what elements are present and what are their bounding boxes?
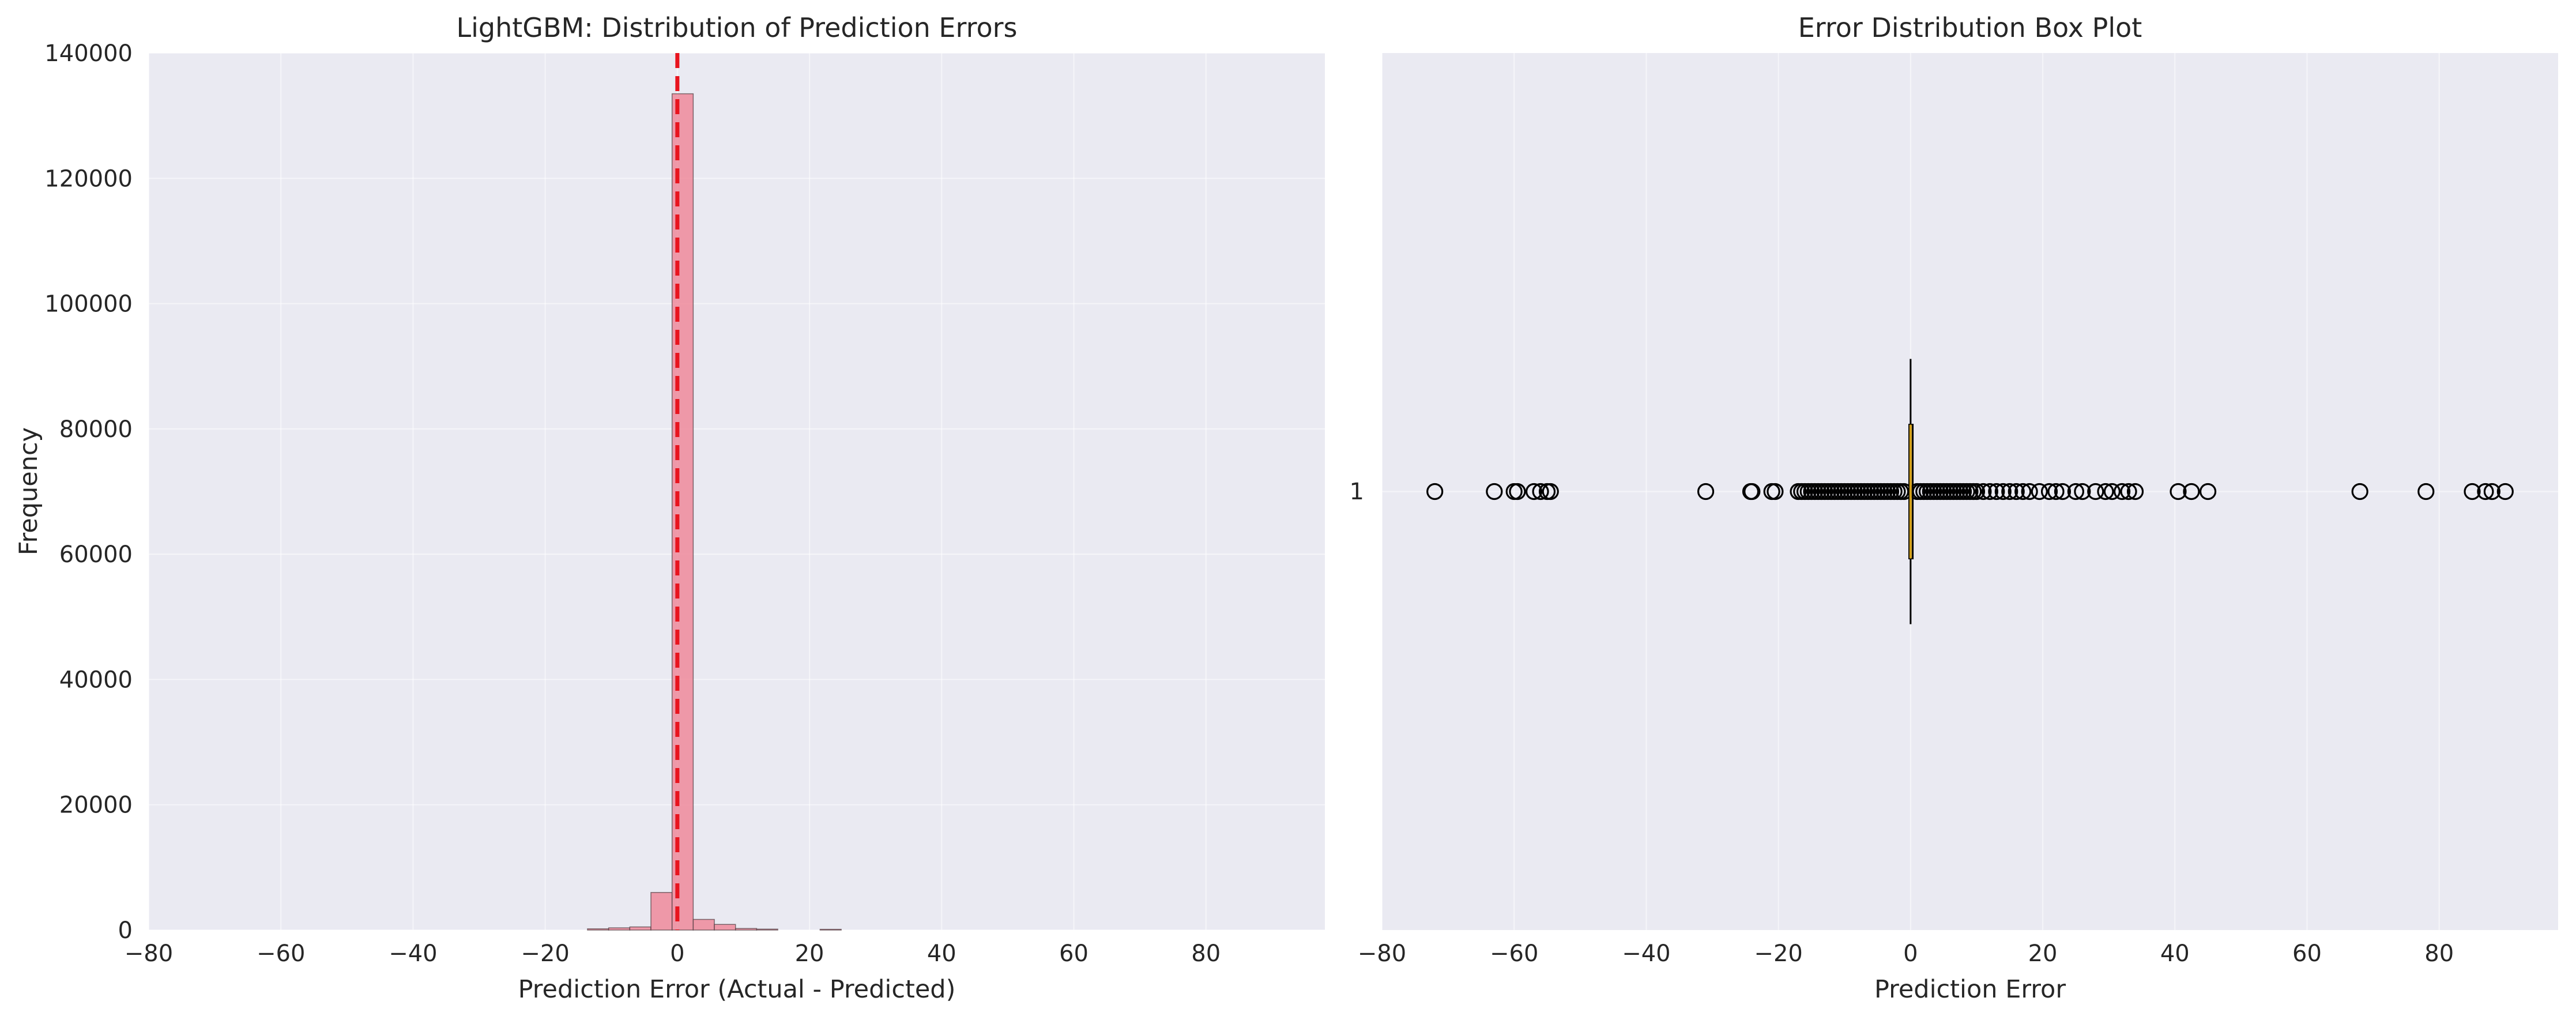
histogram-bar — [608, 927, 631, 931]
outlier-point — [1542, 483, 1559, 500]
histogram-bar — [671, 93, 694, 931]
outlier-point — [1697, 483, 1715, 500]
boxplot-x-tick-label: 0 — [1903, 940, 1918, 967]
outlier-point — [2087, 483, 2104, 500]
outlier-point — [2183, 483, 2200, 500]
histogram-y-tick-label: 40000 — [59, 667, 133, 693]
histogram-x-tick-label: 20 — [795, 940, 824, 967]
histogram-bar — [587, 928, 609, 931]
histogram-x-tick-label: −60 — [257, 940, 305, 967]
boxplot-x-ticks: −80 −60 −40 −20 0 20 40 60 80 — [1358, 940, 2454, 967]
boxplot-x-tick-label: −40 — [1622, 940, 1670, 967]
outlier-point — [1486, 483, 1503, 500]
outlier-point — [1975, 483, 1992, 500]
outlier-point — [2021, 483, 2038, 500]
outlier-point — [1509, 483, 1526, 500]
outlier-point — [1994, 483, 2012, 500]
outlier-point — [1743, 483, 1761, 500]
outlier-point — [2483, 483, 2500, 500]
histogram-x-tick-label: 60 — [1059, 940, 1089, 967]
outlier-point — [1968, 483, 1986, 500]
histogram-y-label: Frequency — [14, 427, 43, 555]
outlier-point — [1988, 483, 2005, 500]
outlier-point — [2477, 483, 2494, 500]
histogram-bar — [756, 928, 778, 931]
boxplot-y-tick-label: 1 — [1350, 479, 1364, 505]
histogram-x-label: Prediction Error (Actual - Predicted) — [518, 975, 956, 1004]
outlier-point — [2031, 483, 2048, 500]
outlier-point — [2001, 483, 2018, 500]
outlier-point — [1525, 483, 1543, 500]
outlier-point — [2170, 483, 2187, 500]
boxplot-title: Error Distribution Box Plot — [1798, 12, 2142, 43]
outlier-point — [2464, 483, 2481, 500]
histogram-bar — [692, 919, 715, 931]
histogram-x-tick-label: 40 — [927, 940, 956, 967]
histogram-bar — [714, 924, 736, 931]
histogram-y-tick-label: 100000 — [44, 291, 133, 318]
outlier-point — [2113, 483, 2131, 500]
outlier-point — [1767, 483, 1784, 500]
outlier-point — [2014, 483, 2032, 500]
outlier-point — [1532, 483, 1549, 500]
boxplot-panel: −80 −60 −40 −20 0 20 40 60 80 1 Error Distributi… — [1350, 12, 2558, 1004]
outlier-point — [1981, 483, 1998, 500]
histogram-bar — [735, 928, 758, 931]
outlier-point — [2120, 483, 2137, 500]
boxplot-x-tick-label: −20 — [1754, 940, 1802, 967]
histogram-bar — [629, 926, 651, 931]
outlier-point — [2040, 483, 2058, 500]
histogram-x-tick-label: −80 — [125, 940, 173, 967]
histogram-y-tick-label: 80000 — [59, 416, 133, 443]
boxplot-x-tick-label: −60 — [1490, 940, 1538, 967]
outlier-point — [2199, 483, 2217, 500]
histogram-y-tick-label: 60000 — [59, 541, 133, 568]
outlier-point — [2074, 483, 2091, 500]
histogram-bars — [587, 93, 842, 931]
histogram-x-tick-label: −20 — [521, 940, 569, 967]
histogram-panel: −80 −60 −40 −20 0 20 40 60 80 0 20000 40000 60000 80… — [14, 12, 1325, 1004]
histogram-title: LightGBM: Distribution of Prediction Err… — [457, 12, 1018, 43]
boxplot-x-tick-label: 60 — [2292, 940, 2322, 967]
outlier-point — [2103, 483, 2121, 500]
outlier-point — [2047, 483, 2065, 500]
boxplot-box — [1908, 359, 1914, 624]
boxplot-x-tick-label: 80 — [2424, 940, 2454, 967]
histogram-x-tick-label: −40 — [389, 940, 437, 967]
histogram-y-tick-label: 0 — [118, 917, 133, 944]
boxplot-outliers — [1426, 483, 2514, 500]
histogram-y-tick-label: 140000 — [44, 40, 133, 67]
histogram-y-ticks: 0 20000 40000 60000 80000 100000 120000 140000 — [44, 40, 133, 944]
outlier-point — [2097, 483, 2114, 500]
boxplot-x-tick-label: 20 — [2028, 940, 2058, 967]
histogram-x-ticks: −80 −60 −40 −20 0 20 40 60 80 — [125, 940, 1221, 967]
outlier-point — [2067, 483, 2084, 500]
outlier-point — [2417, 483, 2435, 500]
boxplot-x-label: Prediction Error — [1874, 975, 2066, 1004]
histogram-grid — [148, 52, 1325, 931]
histogram-bar — [650, 892, 673, 931]
outlier-point — [2126, 483, 2144, 500]
histogram-x-tick-label: 80 — [1191, 940, 1221, 967]
outlier-point — [2496, 483, 2514, 500]
histogram-x-tick-label: 0 — [670, 940, 684, 967]
histogram-y-tick-label: 120000 — [44, 165, 133, 192]
outlier-point — [2351, 483, 2368, 500]
outlier-point — [2054, 483, 2072, 500]
histogram-y-tick-label: 20000 — [59, 792, 133, 819]
boxplot-x-tick-label: 40 — [2160, 940, 2190, 967]
outlier-point — [2008, 483, 2025, 500]
histogram-plot-area — [149, 53, 1325, 930]
histogram-bar — [819, 928, 842, 931]
boxplot-x-tick-label: −80 — [1358, 940, 1406, 967]
outlier-point — [1426, 483, 1444, 500]
